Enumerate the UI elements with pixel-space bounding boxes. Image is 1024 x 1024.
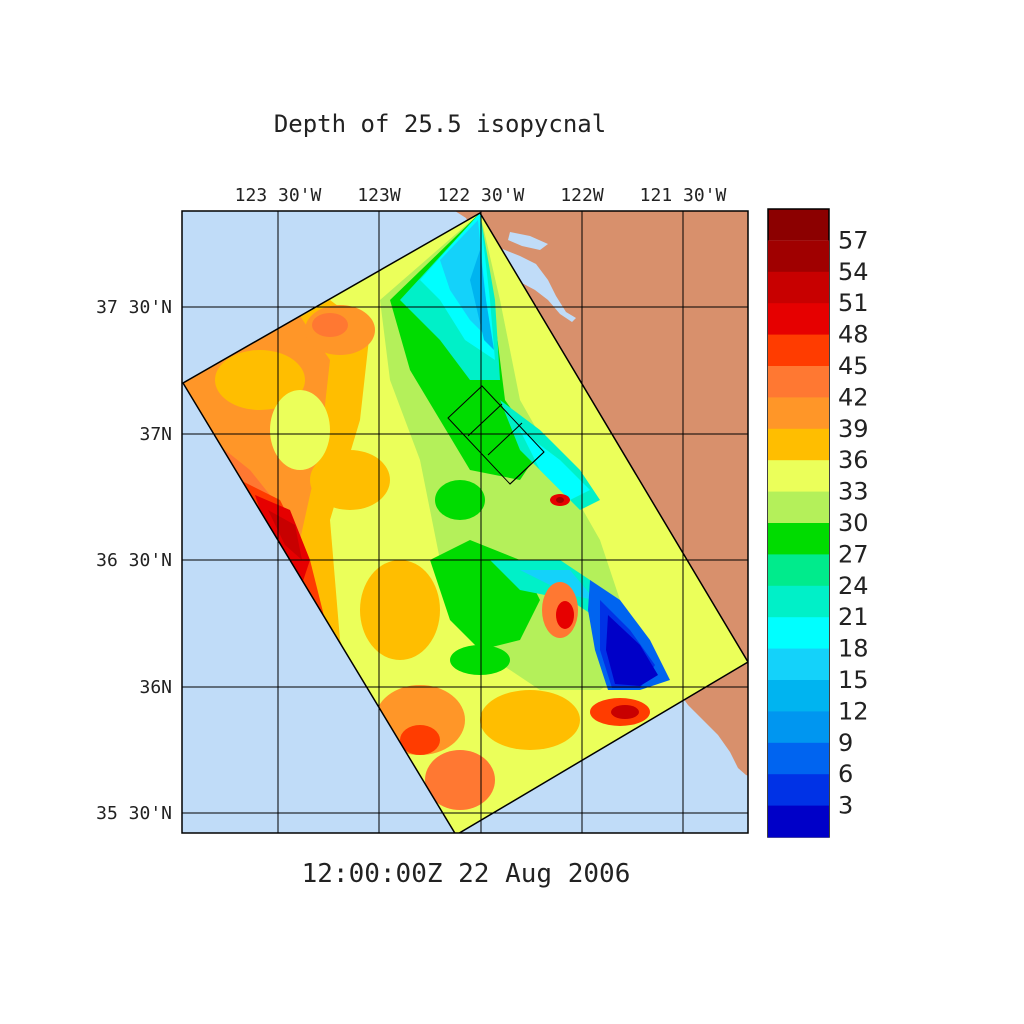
colorbar-label: 57 <box>838 226 869 254</box>
map-frame <box>181 210 749 834</box>
colorbar-swatch <box>768 397 829 430</box>
colorbar-swatch <box>768 303 829 336</box>
lon-label-122w: 122W <box>560 185 604 206</box>
colorbar-swatch <box>768 774 829 807</box>
lon-label-123w: 123W <box>357 185 401 206</box>
lat-label-36n: 36N <box>139 677 172 698</box>
colorbar-swatch <box>768 491 829 524</box>
colorbar-label: 30 <box>838 509 869 537</box>
colorbar-label: 3 <box>838 792 853 820</box>
bay-north <box>508 232 548 250</box>
colorbar-label: 9 <box>838 729 853 757</box>
lat-label-36-30n: 36 30'N <box>96 550 172 571</box>
colorbar-swatch <box>768 805 829 838</box>
colorbar-swatch <box>768 428 829 461</box>
colorbar-swatch <box>768 334 829 367</box>
nested-domain-boxes <box>447 385 545 485</box>
colorbar-label: 33 <box>838 478 869 506</box>
colorbar-label: 51 <box>838 289 869 317</box>
model-domain-outline <box>182 211 748 833</box>
colorbar-label: 24 <box>838 572 869 600</box>
colorbar-label: 39 <box>838 415 869 443</box>
colorbar-label: 6 <box>838 760 853 788</box>
colorbar-label: 21 <box>838 603 869 631</box>
colorbar-swatch <box>768 680 829 712</box>
map-title: Depth of 25.5 isopycnal <box>274 110 606 138</box>
colorbar-swatch <box>768 742 829 775</box>
colorbar-label: 36 <box>838 446 869 474</box>
colorbar: 57 54 51 48 45 42 39 36 33 30 27 24 21 18 15 12 9 6 3 <box>767 208 869 838</box>
map-area <box>182 211 748 833</box>
lat-label-37n: 37N <box>139 424 172 445</box>
colorbar-swatch <box>768 366 829 398</box>
colorbar-label: 48 <box>838 321 869 349</box>
colorbar-label: 18 <box>838 635 869 663</box>
colorbar-swatch <box>768 554 829 587</box>
colorbar-swatch <box>768 585 829 618</box>
colorbar-label: 54 <box>838 258 869 286</box>
colorbar-swatch <box>768 460 829 493</box>
lat-label-37-30n: 37 30'N <box>96 297 172 318</box>
colorbar-label: 15 <box>838 666 869 694</box>
isopycnal-field <box>183 213 748 833</box>
colorbar-swatch <box>768 523 829 555</box>
lat-label-35-30n: 35 30'N <box>96 803 172 824</box>
colorbar-swatch <box>768 648 829 681</box>
colorbar-swatch <box>768 711 829 744</box>
colorbar-label: 45 <box>838 352 869 380</box>
colorbar-label: 12 <box>838 697 869 725</box>
lon-label-121-30w: 121 30'W <box>640 185 727 206</box>
lon-label-123-30w: 123 30'W <box>235 185 322 206</box>
colorbar-swatch <box>768 617 829 650</box>
colorbar-swatch <box>768 240 829 273</box>
colorbar-label: 27 <box>838 540 869 568</box>
lon-label-122-30w: 122 30'W <box>438 185 525 206</box>
colorbar-swatch <box>768 271 829 304</box>
graticule <box>182 211 748 833</box>
colorbar-label: 42 <box>838 383 869 411</box>
timestamp-label: 12:00:00Z 22 Aug 2006 <box>302 859 631 889</box>
colorbar-swatch <box>768 209 829 241</box>
